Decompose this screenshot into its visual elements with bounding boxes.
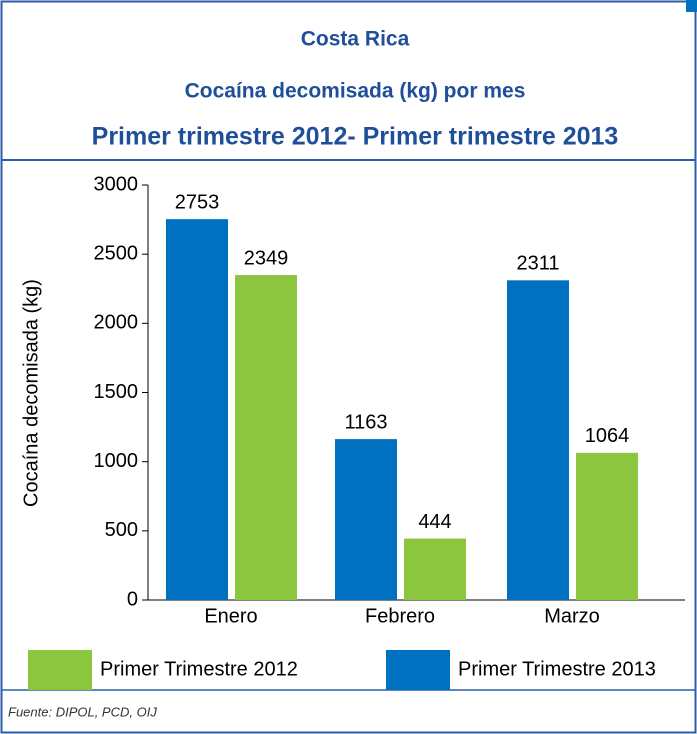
y-axis-label: Cocaína decomisada (kg) bbox=[20, 279, 42, 507]
value-label: 1064 bbox=[585, 425, 630, 447]
y-tick-label: 500 bbox=[105, 519, 138, 541]
legend-swatch bbox=[28, 650, 92, 690]
bar bbox=[507, 280, 569, 600]
y-tick-label: 1000 bbox=[94, 450, 139, 472]
y-tick-label: 0 bbox=[127, 588, 138, 610]
value-label: 444 bbox=[418, 511, 451, 533]
bar bbox=[335, 439, 397, 600]
y-tick-label: 3000 bbox=[94, 173, 139, 195]
x-tick-label: Febrero bbox=[365, 605, 435, 627]
corner bbox=[686, 0, 697, 12]
value-label: 2311 bbox=[516, 253, 559, 275]
legend-label: Primer Trimestre 2013 bbox=[458, 658, 656, 680]
legend-label: Primer Trimestre 2012 bbox=[100, 658, 298, 680]
x-tick-label: Marzo bbox=[544, 605, 600, 627]
bar bbox=[235, 275, 297, 600]
chart-title: Costa Rica bbox=[301, 28, 410, 51]
chart-period: Primer trimestre 2012- Primer trimestre … bbox=[92, 123, 619, 151]
bar bbox=[166, 219, 228, 600]
bar bbox=[404, 538, 466, 600]
value-label: 2349 bbox=[244, 247, 289, 269]
y-tick-label: 1500 bbox=[94, 381, 139, 403]
y-tick-label: 2500 bbox=[94, 242, 139, 264]
x-tick-label: Enero bbox=[204, 605, 257, 627]
y-tick-label: 2000 bbox=[94, 312, 139, 334]
value-label: 1163 bbox=[344, 411, 387, 433]
bar bbox=[576, 452, 638, 600]
source: Fuente: DIPOL, PCD, OIJ bbox=[8, 704, 157, 719]
chart-subtitle: Cocaína decomisada (kg) por mes bbox=[185, 80, 526, 103]
legend-swatch bbox=[386, 650, 450, 690]
value-label: 2753 bbox=[175, 191, 220, 213]
